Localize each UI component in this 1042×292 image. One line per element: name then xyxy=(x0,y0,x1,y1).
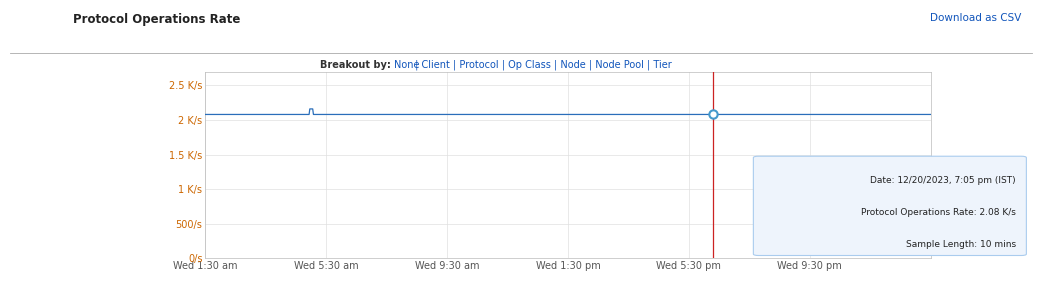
Text: Breakout by:: Breakout by: xyxy=(320,60,391,70)
Text: Sample Length: 10 mins: Sample Length: 10 mins xyxy=(905,240,1016,249)
Text: Date: 12/20/2023, 7:05 pm (IST): Date: 12/20/2023, 7:05 pm (IST) xyxy=(870,176,1016,185)
Text: | Client | Protocol | Op Class | Node | Node Pool | Tier: | Client | Protocol | Op Class | Node | … xyxy=(412,60,671,70)
Text: Download as CSV: Download as CSV xyxy=(929,13,1021,23)
Text: Protocol Operations Rate: 2.08 K/s: Protocol Operations Rate: 2.08 K/s xyxy=(861,208,1016,217)
Text: None: None xyxy=(394,60,419,70)
Text: Protocol Operations Rate: Protocol Operations Rate xyxy=(73,13,241,26)
